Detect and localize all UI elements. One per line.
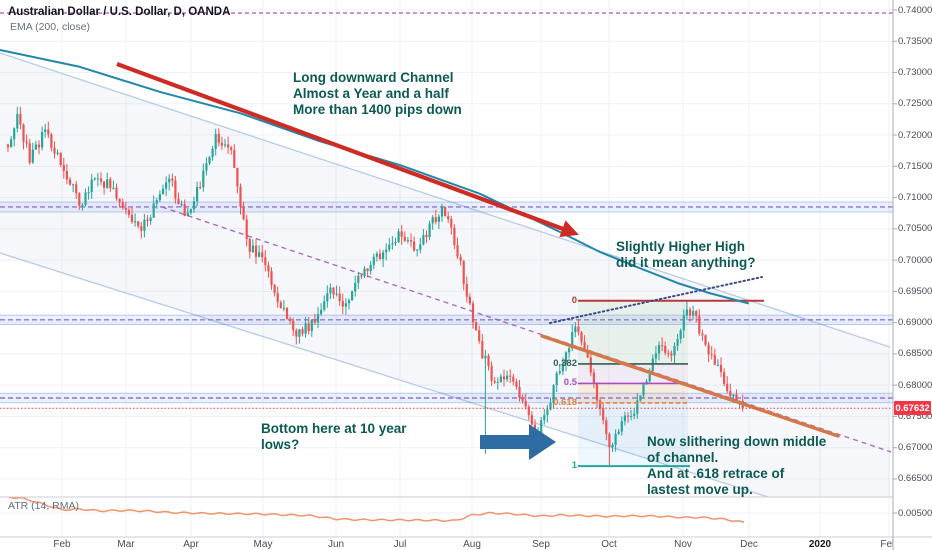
- atr-line[interactable]: [0, 496, 745, 524]
- orange-mid-channel-trendline[interactable]: [540, 334, 840, 438]
- current-price-label: 0.67632: [894, 401, 931, 416]
- ema-200-line[interactable]: [0, 49, 749, 305]
- fib-retracement-lines[interactable]: [578, 299, 764, 468]
- fib-retracement-fills: [578, 300, 688, 467]
- chart-legend: Australian Dollar / U.S. Dollar, D, OAND…: [8, 5, 230, 35]
- ema-indicator-legend[interactable]: EMA (200, close): [10, 21, 90, 33]
- gridlines: [0, 0, 893, 537]
- downward-channel[interactable]: [0, 52, 891, 497]
- symbol-title[interactable]: Australian Dollar / U.S. Dollar, D, OAND…: [8, 6, 231, 18]
- higher-high-dotted-line[interactable]: [549, 276, 763, 324]
- atr-indicator-legend[interactable]: ATR (14, RMA): [8, 500, 79, 512]
- bottom-pointer-arrow-icon[interactable]: [480, 424, 556, 460]
- red-downtrend-arrow[interactable]: [116, 62, 579, 237]
- support-resistance-zones[interactable]: [0, 201, 893, 404]
